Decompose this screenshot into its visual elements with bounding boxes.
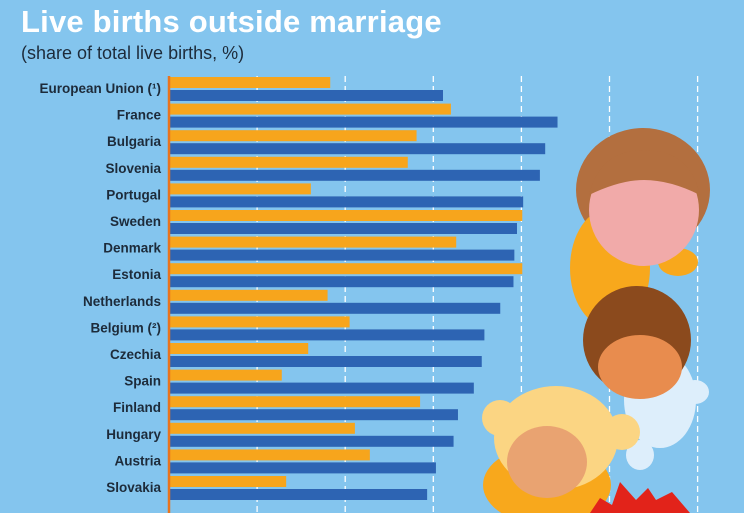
category-label: European Union (¹) (40, 81, 162, 96)
bar-series2-9 (169, 329, 485, 341)
bar-series2-0 (169, 90, 443, 101)
children-illustration (482, 128, 710, 513)
bar-series1-0 (169, 77, 331, 88)
category-label: Netherlands (83, 294, 161, 309)
bar-series1-9 (169, 316, 350, 328)
boy-figure-icon (583, 286, 709, 470)
bar-series2-8 (169, 302, 501, 314)
bar-series2-4 (169, 196, 524, 208)
bar-series1-8 (169, 289, 328, 301)
bar-series2-14 (169, 462, 436, 474)
chart-subtitle: (share of total live births, %) (21, 43, 245, 63)
bar-series1-5 (169, 210, 523, 221)
category-label: Portugal (106, 187, 161, 202)
bar-series1-15 (169, 476, 287, 487)
bar-series2-7 (169, 276, 514, 288)
category-label: Slovakia (106, 480, 161, 495)
chart-title: Live births outside marriage (21, 4, 442, 39)
bar-series1-1 (169, 103, 451, 115)
bar-series2-1 (169, 116, 558, 128)
bar-series2-6 (169, 249, 515, 261)
category-label: France (117, 108, 162, 123)
bar-series1-4 (169, 183, 311, 195)
girl-figure-icon (570, 128, 710, 328)
category-label: Bulgaria (107, 134, 162, 149)
bar-series2-2 (169, 143, 546, 155)
bar-series1-12 (169, 396, 421, 408)
category-label: Sweden (110, 214, 161, 229)
bar-series1-14 (169, 449, 370, 461)
bar-series2-10 (169, 356, 482, 367)
bar-series2-13 (169, 435, 454, 447)
bar-series2-15 (169, 489, 428, 500)
category-label: Estonia (112, 267, 161, 282)
category-label: Belgium (²) (91, 320, 162, 335)
bar-series1-13 (169, 422, 355, 434)
bar-series1-3 (169, 156, 408, 168)
bar-series2-11 (169, 382, 474, 394)
bar-series1-2 (169, 130, 417, 142)
category-labels: European Union (¹) France Bulgaria Slovenia… (40, 81, 162, 495)
bar-series1-6 (169, 236, 457, 248)
category-label: Spain (124, 374, 161, 389)
category-label: Hungary (106, 427, 161, 442)
category-label: Finland (113, 400, 161, 415)
category-label: Denmark (103, 241, 161, 256)
bar-series2-12 (169, 409, 458, 421)
bars (169, 77, 558, 500)
category-label: Czechia (110, 347, 162, 362)
red-hair-icon (590, 482, 690, 513)
bar-series2-3 (169, 169, 540, 181)
bar-series1-10 (169, 343, 309, 354)
blonde-child-figure-icon (482, 386, 640, 513)
category-label: Slovenia (105, 161, 161, 176)
bar-series2-5 (169, 223, 517, 234)
bar-series1-11 (169, 369, 282, 381)
bar-series1-7 (169, 263, 523, 275)
category-label: Austria (114, 453, 161, 468)
